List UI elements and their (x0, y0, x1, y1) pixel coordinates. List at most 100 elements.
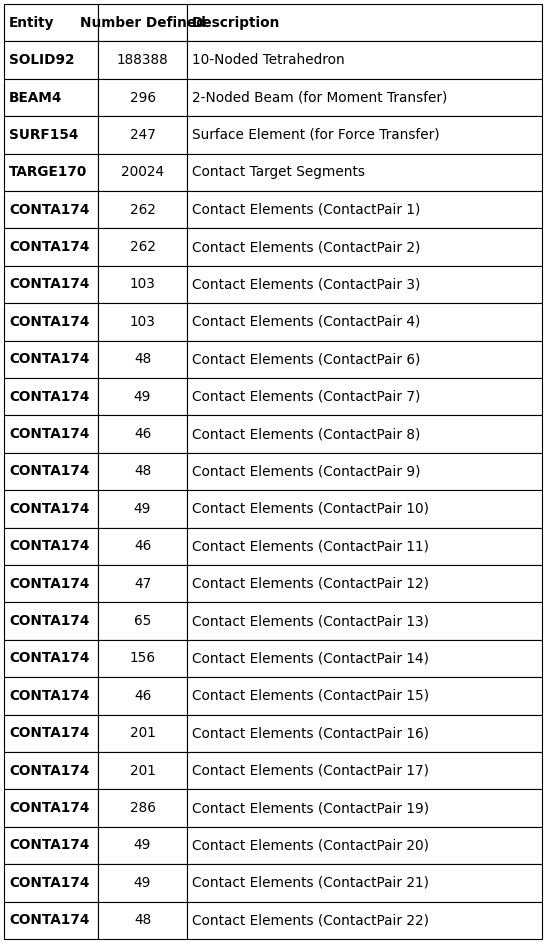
Bar (187, 490, 542, 527)
Text: CONTA174: CONTA174 (9, 577, 90, 590)
Text: 49: 49 (134, 502, 151, 516)
Text: 286: 286 (129, 802, 156, 815)
Bar (4, 191, 98, 228)
Text: Contact Elements (ContactPair 14): Contact Elements (ContactPair 14) (192, 652, 429, 666)
Text: CONTA174: CONTA174 (9, 465, 90, 478)
Text: Contact Elements (ContactPair 10): Contact Elements (ContactPair 10) (192, 502, 429, 516)
Text: Contact Elements (ContactPair 7): Contact Elements (ContactPair 7) (192, 389, 420, 404)
Text: CONTA174: CONTA174 (9, 689, 90, 703)
Bar (187, 4, 542, 41)
Text: Contact Elements (ContactPair 11): Contact Elements (ContactPair 11) (192, 539, 429, 554)
Bar (4, 228, 98, 266)
Bar (4, 304, 98, 340)
Bar (4, 752, 98, 789)
Bar (187, 639, 542, 677)
Bar (4, 603, 98, 639)
Bar (98, 527, 187, 565)
Bar (187, 116, 542, 154)
Bar (98, 453, 187, 490)
Bar (4, 565, 98, 603)
Text: Contact Elements (ContactPair 3): Contact Elements (ContactPair 3) (192, 277, 420, 291)
Text: 65: 65 (134, 614, 151, 628)
Text: 10-Noded Tetrahedron: 10-Noded Tetrahedron (192, 53, 345, 67)
Bar (4, 4, 98, 41)
Bar (98, 116, 187, 154)
Bar (98, 304, 187, 340)
Text: 48: 48 (134, 465, 151, 478)
Bar (4, 902, 98, 939)
Text: Number Defined: Number Defined (80, 16, 205, 29)
Text: CONTA174: CONTA174 (9, 427, 90, 441)
Text: CONTA174: CONTA174 (9, 764, 90, 778)
Text: Contact Elements (ContactPair 16): Contact Elements (ContactPair 16) (192, 726, 429, 740)
Bar (98, 41, 187, 79)
Bar (187, 304, 542, 340)
Bar (98, 752, 187, 789)
Bar (4, 116, 98, 154)
Text: 262: 262 (129, 203, 156, 217)
Bar (187, 715, 542, 752)
Bar (187, 902, 542, 939)
Text: Surface Element (for Force Transfer): Surface Element (for Force Transfer) (192, 128, 440, 141)
Text: 48: 48 (134, 914, 151, 927)
Text: 48: 48 (134, 353, 151, 366)
Bar (187, 677, 542, 715)
Bar (187, 228, 542, 266)
Bar (187, 266, 542, 304)
Bar (4, 490, 98, 527)
Bar (98, 603, 187, 639)
Text: CONTA174: CONTA174 (9, 539, 90, 554)
Bar (98, 340, 187, 378)
Bar (98, 4, 187, 41)
Bar (4, 864, 98, 902)
Text: SURF154: SURF154 (9, 128, 79, 141)
Text: CONTA174: CONTA174 (9, 353, 90, 366)
Text: CONTA174: CONTA174 (9, 726, 90, 740)
Text: 46: 46 (134, 427, 151, 441)
Bar (98, 677, 187, 715)
Bar (4, 340, 98, 378)
Text: CONTA174: CONTA174 (9, 838, 90, 852)
Text: 103: 103 (129, 277, 156, 291)
Text: Contact Elements (ContactPair 2): Contact Elements (ContactPair 2) (192, 240, 420, 254)
Bar (4, 789, 98, 827)
Text: CONTA174: CONTA174 (9, 876, 90, 890)
Bar (4, 154, 98, 191)
Bar (187, 41, 542, 79)
Text: 46: 46 (134, 689, 151, 703)
Text: 103: 103 (129, 315, 156, 329)
Bar (98, 490, 187, 527)
Bar (98, 378, 187, 416)
Text: Contact Elements (ContactPair 1): Contact Elements (ContactPair 1) (192, 203, 420, 217)
Bar (98, 266, 187, 304)
Bar (4, 827, 98, 864)
Text: Contact Elements (ContactPair 22): Contact Elements (ContactPair 22) (192, 914, 429, 927)
Bar (4, 416, 98, 453)
Bar (98, 789, 187, 827)
Bar (187, 340, 542, 378)
Text: Contact Elements (ContactPair 20): Contact Elements (ContactPair 20) (192, 838, 429, 852)
Bar (98, 902, 187, 939)
Text: Contact Elements (ContactPair 6): Contact Elements (ContactPair 6) (192, 353, 420, 366)
Text: 2-Noded Beam (for Moment Transfer): 2-Noded Beam (for Moment Transfer) (192, 91, 447, 105)
Text: Entity: Entity (9, 16, 55, 29)
Text: Description: Description (192, 16, 280, 29)
Text: Contact Elements (ContactPair 21): Contact Elements (ContactPair 21) (192, 876, 429, 890)
Bar (4, 79, 98, 116)
Text: CONTA174: CONTA174 (9, 389, 90, 404)
Text: CONTA174: CONTA174 (9, 277, 90, 291)
Text: Contact Elements (ContactPair 4): Contact Elements (ContactPair 4) (192, 315, 420, 329)
Bar (187, 827, 542, 864)
Text: 201: 201 (129, 726, 156, 740)
Text: Contact Elements (ContactPair 13): Contact Elements (ContactPair 13) (192, 614, 429, 628)
Text: 49: 49 (134, 876, 151, 890)
Bar (4, 715, 98, 752)
Text: CONTA174: CONTA174 (9, 802, 90, 815)
Text: Contact Elements (ContactPair 9): Contact Elements (ContactPair 9) (192, 465, 420, 478)
Bar (4, 677, 98, 715)
Bar (187, 565, 542, 603)
Bar (187, 416, 542, 453)
Text: 188388: 188388 (117, 53, 168, 67)
Bar (98, 864, 187, 902)
Text: 201: 201 (129, 764, 156, 778)
